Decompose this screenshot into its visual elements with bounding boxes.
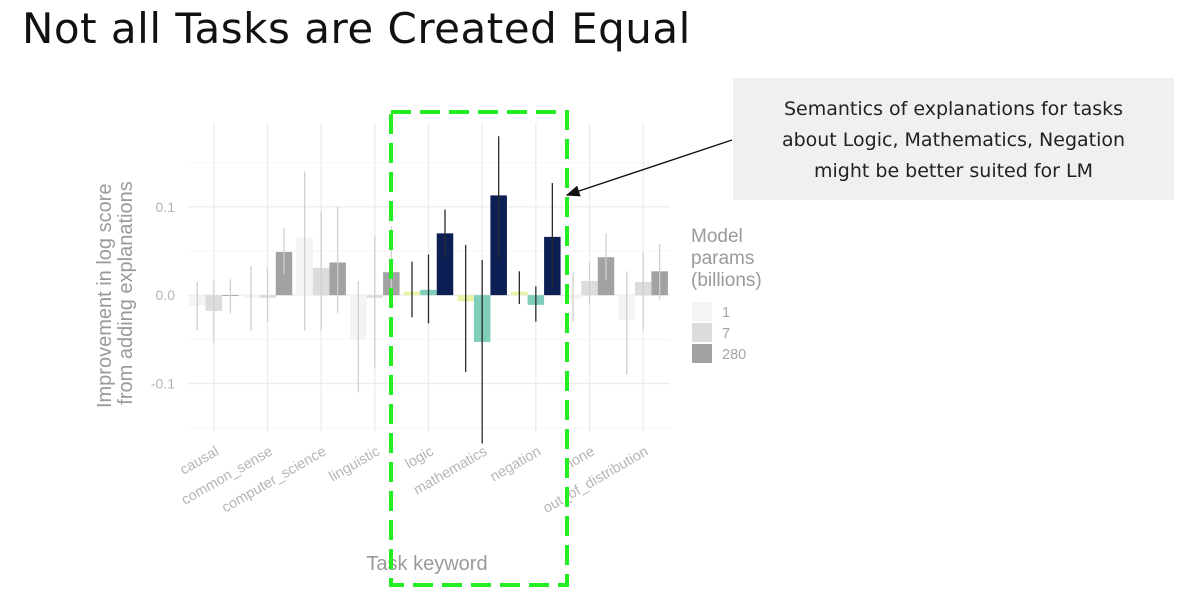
bar-logic-280 [436, 233, 454, 296]
legend-label-7: 7 [722, 326, 730, 342]
callout-line-2: about Logic, Mathematics, Negation [781, 129, 1126, 151]
callout-arrow [565, 139, 733, 197]
legend: Model params (billions) 1 7 280 [691, 226, 762, 363]
legend-title: Model params (billions) [691, 226, 762, 291]
x-axis-label: Task keyword [366, 553, 487, 575]
legend-label-1: 1 [722, 305, 730, 321]
callout-line-1: Semantics of explanations for tasks [783, 98, 1124, 120]
x-tick-label-logic: logic [403, 444, 437, 473]
legend-label-280: 280 [722, 347, 746, 363]
y-axis-label: Improvement in log score from adding exp… [94, 178, 137, 408]
x-axis-ticks: causalcommon_sensecomputer_sciencelingui… [178, 444, 652, 517]
callout-box: Semantics of explanations for tasks abou… [733, 78, 1174, 200]
x-tick-label-out_of_distribution: out_of_distribution [541, 444, 652, 517]
y-tick-label: -0.1 [151, 375, 175, 391]
callout-line-3: might be better suited for LM [814, 160, 1093, 182]
highlight-box [389, 110, 569, 587]
y-tick-label: 0.1 [156, 199, 176, 215]
slide-title: Not all Tasks are Created Equal [22, 4, 691, 53]
legend-swatch-280 [692, 344, 712, 363]
y-axis-ticks: -0.1 0.0 0.1 [151, 199, 175, 392]
x-tick-label-linguistic: linguistic [327, 444, 383, 486]
chart-error-bars [196, 136, 661, 444]
legend-swatch-7 [692, 323, 712, 342]
y-tick-label: 0.0 [156, 287, 176, 303]
x-tick-label-negation: negation [488, 444, 544, 486]
legend-swatch-1 [692, 302, 712, 321]
